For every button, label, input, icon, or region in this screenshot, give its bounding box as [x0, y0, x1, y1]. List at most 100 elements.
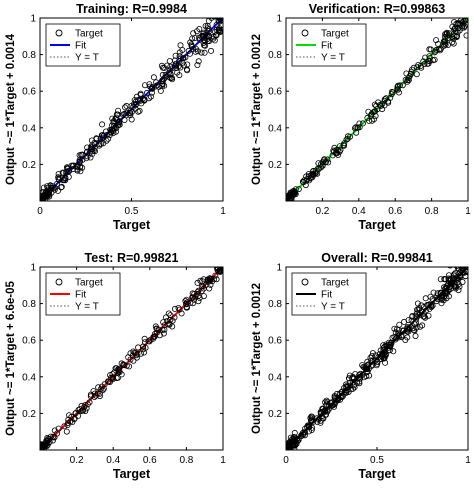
x-tick-label: 1	[220, 206, 226, 217]
data-point	[449, 23, 456, 30]
data-point	[402, 336, 409, 343]
y-tick-label: 0.4	[268, 372, 282, 383]
legend-marker-target	[55, 29, 63, 37]
data-point	[365, 108, 372, 115]
data-point	[462, 267, 466, 268]
data-point	[87, 393, 94, 400]
data-point	[307, 414, 314, 421]
legend-entry: Target	[321, 278, 349, 289]
data-point	[310, 167, 317, 174]
data-point	[187, 299, 194, 306]
data-point	[352, 370, 359, 377]
data-point	[58, 183, 65, 190]
data-point	[40, 196, 46, 201]
data-point	[426, 58, 433, 65]
x-tick-label: 0.2	[315, 206, 329, 217]
data-point	[208, 18, 215, 21]
data-point	[337, 146, 344, 153]
data-point	[51, 186, 58, 193]
data-point	[165, 69, 172, 76]
data-point	[205, 276, 212, 283]
data-point	[292, 191, 299, 198]
data-point	[205, 34, 212, 41]
data-point	[218, 18, 223, 24]
data-point	[324, 408, 331, 415]
data-point	[132, 102, 139, 109]
data-point	[379, 350, 386, 357]
data-point	[458, 18, 464, 24]
data-point	[422, 54, 429, 61]
x-tick-label: 0.4	[106, 455, 120, 466]
data-point	[147, 93, 154, 100]
data-point	[220, 9, 225, 14]
data-point	[103, 128, 110, 135]
x-tick-label: 0.5	[125, 206, 139, 217]
data-point	[153, 79, 160, 86]
data-point	[372, 113, 379, 120]
data-point	[364, 358, 371, 365]
data-point	[219, 6, 224, 11]
data-point	[133, 93, 140, 100]
data-point	[54, 180, 61, 187]
data-point	[172, 60, 179, 67]
data-point	[105, 135, 112, 142]
chart-title: Training: R=0.9984	[76, 2, 187, 16]
data-point	[165, 310, 172, 317]
data-point	[167, 75, 174, 82]
data-point	[176, 306, 183, 313]
data-point	[319, 415, 326, 422]
data-point	[214, 267, 221, 271]
x-axis-label: Target	[358, 218, 396, 232]
data-point	[324, 398, 331, 405]
data-point	[405, 77, 412, 84]
legend-entry: Y = T	[321, 53, 345, 64]
data-point	[95, 384, 102, 391]
x-tick-label: 1	[465, 206, 471, 217]
data-point	[441, 292, 448, 299]
data-point	[450, 35, 457, 42]
legend-entry: Y = T	[321, 302, 345, 313]
data-point	[367, 354, 374, 361]
data-point	[465, 257, 470, 262]
legend-entry: Fit	[75, 41, 86, 52]
data-point	[201, 38, 208, 45]
data-point	[422, 295, 429, 302]
y-axis-label: Output ~= 1*Target + 0.0012	[251, 283, 263, 434]
data-point	[86, 399, 93, 406]
data-point	[286, 196, 290, 201]
data-point	[115, 366, 122, 373]
data-point	[123, 112, 130, 119]
data-point	[70, 162, 77, 169]
data-point	[159, 77, 166, 84]
data-point	[331, 401, 338, 408]
data-point	[374, 358, 381, 365]
data-point	[359, 362, 366, 369]
data-point	[356, 124, 363, 131]
data-point	[207, 47, 214, 54]
data-point	[160, 319, 167, 326]
data-point	[458, 267, 465, 274]
data-point	[304, 176, 311, 183]
chart-title: Verification: R=0.99863	[309, 2, 446, 16]
data-point	[350, 379, 357, 386]
data-point	[44, 183, 51, 190]
data-point	[215, 26, 222, 33]
data-point	[201, 49, 208, 56]
data-point	[174, 69, 181, 76]
legend-entry: Fit	[75, 290, 86, 301]
data-point	[442, 276, 449, 283]
data-point	[113, 375, 120, 382]
data-point	[331, 392, 338, 399]
data-point	[345, 388, 352, 395]
data-point	[353, 129, 360, 136]
data-point	[96, 393, 103, 400]
data-point	[350, 375, 357, 382]
data-point	[396, 321, 403, 328]
data-point	[320, 408, 327, 415]
data-point	[440, 39, 447, 46]
y-tick-label: 0.8	[22, 50, 36, 61]
data-point	[418, 64, 425, 71]
data-point	[65, 419, 72, 426]
data-point	[459, 267, 466, 270]
x-axis-label: Target	[113, 467, 151, 481]
